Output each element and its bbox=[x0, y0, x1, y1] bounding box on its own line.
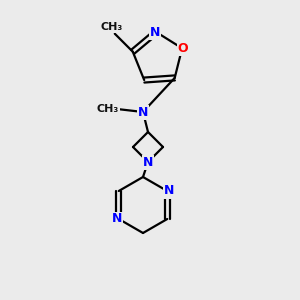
Text: N: N bbox=[150, 26, 160, 39]
Text: O: O bbox=[178, 42, 188, 55]
Text: N: N bbox=[143, 155, 153, 169]
Text: N: N bbox=[138, 106, 148, 118]
Text: N: N bbox=[112, 212, 122, 226]
Text: CH₃: CH₃ bbox=[97, 104, 119, 114]
Text: CH₃: CH₃ bbox=[100, 22, 123, 32]
Text: N: N bbox=[164, 184, 174, 197]
